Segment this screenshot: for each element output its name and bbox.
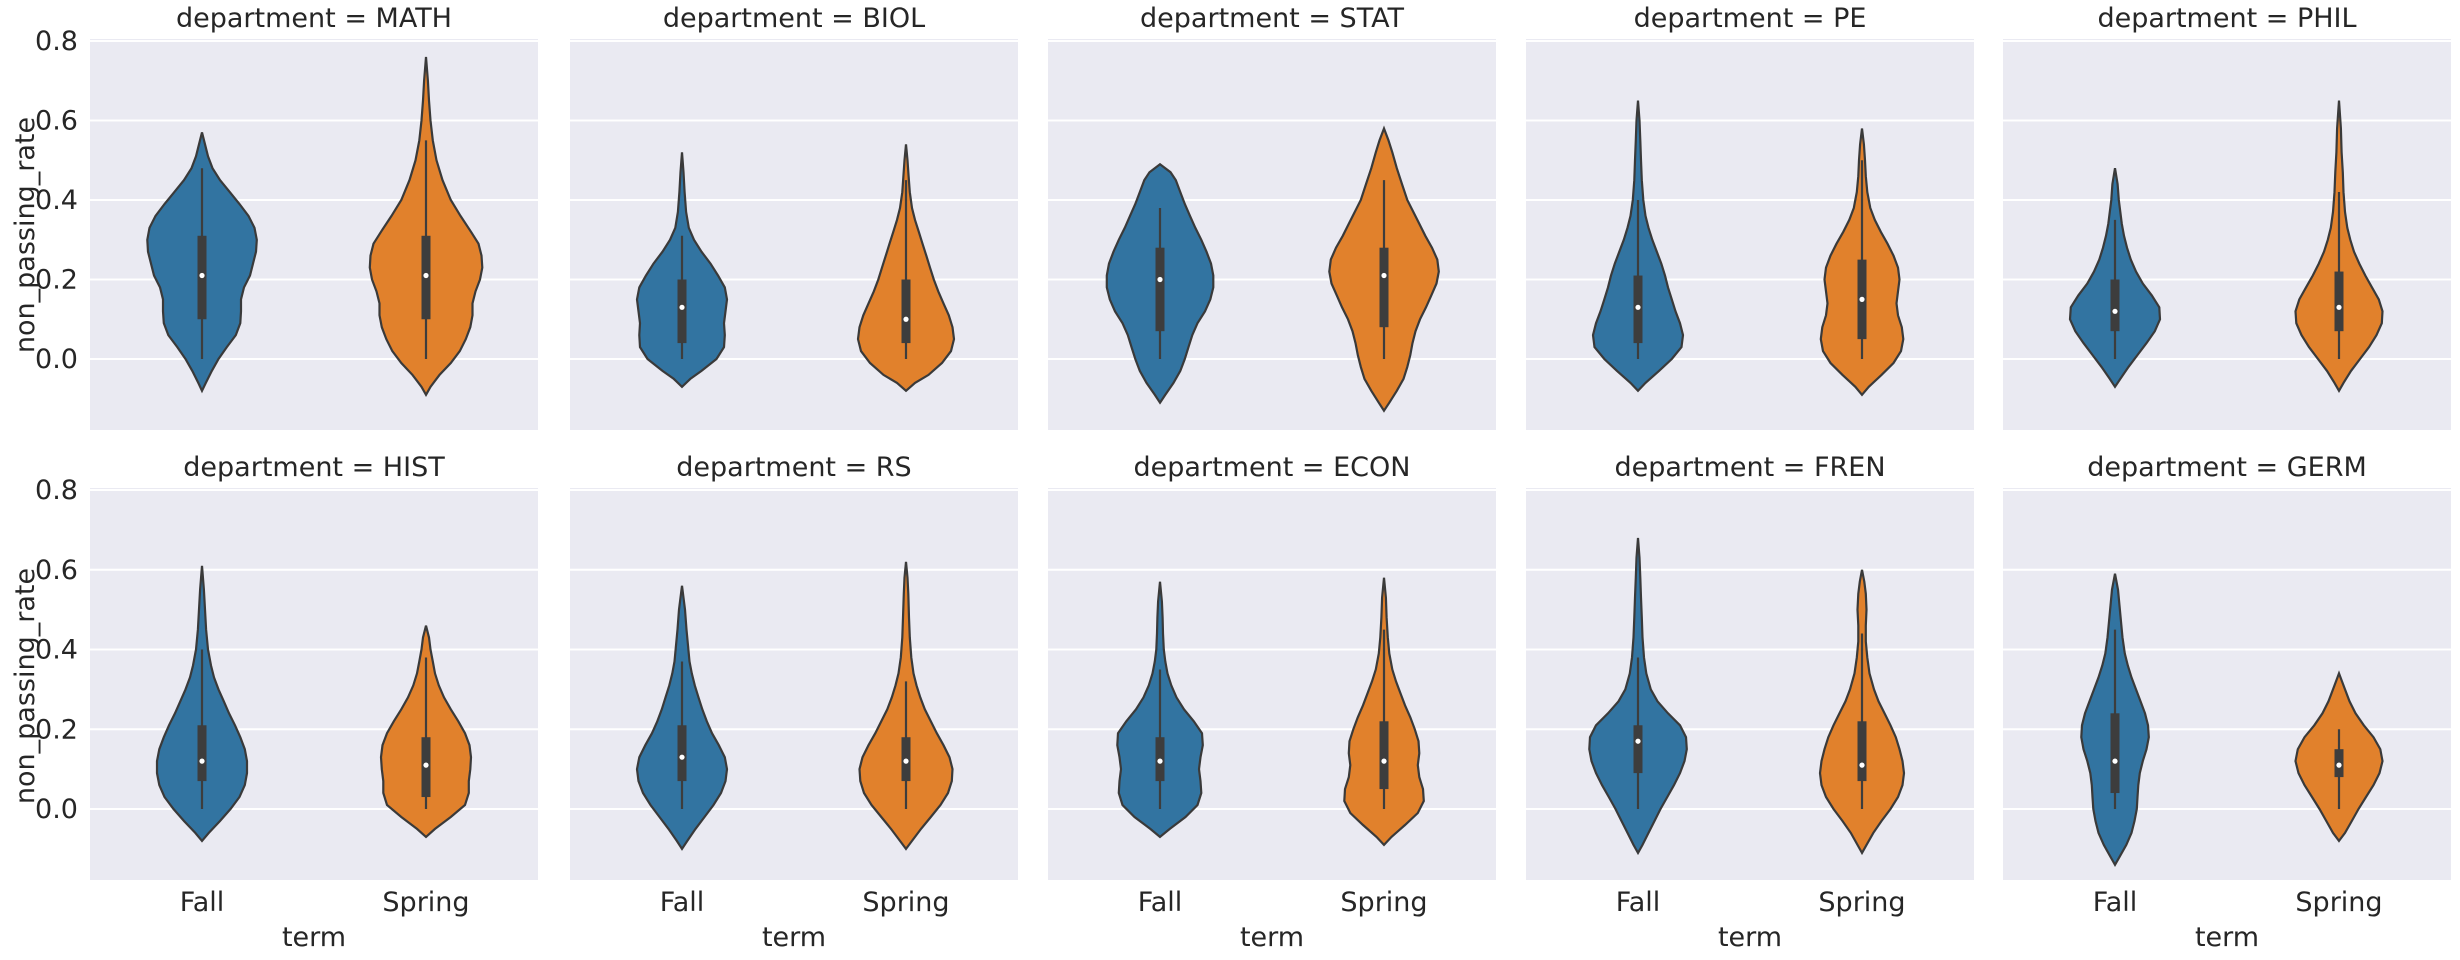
y-tick-label: 0.2	[35, 265, 78, 296]
iqr-box	[901, 279, 911, 344]
facet-title: department = FREN	[1614, 452, 1885, 483]
y-tick-label: 0.0	[35, 794, 78, 825]
facet-title: department = MATH	[176, 3, 452, 34]
facet-panel-econ: department = ECON Fall Spring term	[1048, 452, 1496, 953]
median-dot	[1381, 272, 1387, 279]
x-tick-label: Spring	[862, 887, 949, 918]
median-dot	[1859, 762, 1865, 768]
iqr-box	[1379, 247, 1389, 328]
y-tick-label: 0.4	[35, 635, 78, 666]
x-tick-label: Fall	[2093, 887, 2138, 918]
facet-title: department = HIST	[183, 452, 445, 483]
median-dot	[903, 316, 909, 322]
facet-panel-phil: department = PHIL	[2003, 3, 2451, 430]
x-tick-label: Fall	[660, 887, 705, 918]
iqr-box	[1857, 721, 1867, 782]
y-tick-label: 0.6	[35, 106, 78, 137]
x-tick-label: Fall	[1616, 887, 1661, 918]
median-dot	[2112, 758, 2118, 764]
iqr-box	[2110, 713, 2120, 794]
median-dot	[679, 304, 685, 310]
median-dot	[1381, 758, 1387, 764]
x-tick-label: Fall	[1138, 887, 1183, 918]
facet-title: department = PE	[1634, 3, 1867, 34]
panel-background	[1048, 39, 1496, 430]
panel-background	[570, 488, 1018, 880]
median-dot	[1157, 276, 1163, 283]
facet-panels: 0.0 0.2 0.4 0.6 0.8 department = MATH departme…	[35, 3, 2451, 953]
panel-background	[1048, 488, 1496, 880]
median-dot	[423, 272, 429, 279]
iqr-box	[1379, 721, 1389, 790]
iqr-box	[677, 279, 687, 344]
y-axis-label-row-1: non_passing_rate	[10, 117, 41, 353]
facet-title: department = BIOL	[663, 3, 925, 34]
y-tick-label: 0.2	[35, 714, 78, 745]
panel-background	[2003, 488, 2451, 880]
median-dot	[903, 758, 909, 764]
x-axis-label: term	[762, 922, 826, 953]
iqr-box	[1155, 247, 1165, 332]
iqr-box	[2334, 271, 2344, 332]
facet-panel-math: 0.0 0.2 0.4 0.6 0.8 department = MATH	[35, 3, 538, 430]
x-axis-label: term	[2195, 922, 2259, 953]
facet-panel-hist: 0.0 0.2 0.4 0.6 0.8 department = HIST Fall Spri…	[35, 452, 538, 953]
facet-panel-biol: department = BIOL	[570, 3, 1018, 430]
facet-title: department = ECON	[1134, 452, 1411, 483]
facet-title: department = RS	[676, 452, 911, 483]
x-axis-label: term	[1240, 922, 1304, 953]
median-dot	[2336, 762, 2342, 768]
median-dot	[1635, 738, 1641, 744]
median-dot	[199, 272, 205, 279]
median-dot	[199, 758, 205, 764]
panel-background	[570, 39, 1018, 430]
x-tick-label: Spring	[1340, 887, 1427, 918]
facet-panel-pe: department = PE	[1526, 3, 1974, 430]
iqr-box	[2110, 279, 2120, 332]
y-tick-label: 0.0	[35, 344, 78, 375]
x-axis-label: term	[1718, 922, 1782, 953]
iqr-box	[1633, 725, 1643, 774]
facet-panel-stat: department = STAT	[1048, 3, 1496, 430]
x-tick-label: Spring	[382, 887, 469, 918]
panel-background	[1526, 488, 1974, 880]
x-tick-label: Fall	[180, 887, 225, 918]
median-dot	[1157, 758, 1163, 764]
median-dot	[1859, 296, 1865, 302]
median-dot	[2112, 308, 2118, 314]
facet-panel-fren: department = FREN Fall Spring term	[1526, 452, 1974, 953]
y-tick-label: 0.4	[35, 185, 78, 216]
x-axis-label: term	[282, 922, 346, 953]
facet-title: department = STAT	[1140, 3, 1404, 34]
facet-panel-rs: department = RS Fall Spring term	[570, 452, 1018, 953]
y-tick-label: 0.8	[35, 26, 78, 57]
facet-title: department = PHIL	[2097, 3, 2356, 34]
facet-panel-germ: department = GERM Fall Spring term	[2003, 452, 2451, 953]
panel-background	[1526, 39, 1974, 430]
median-dot	[423, 762, 429, 768]
y-tick-label: 0.6	[35, 555, 78, 586]
y-tick-label: 0.8	[35, 475, 78, 506]
iqr-box	[677, 725, 687, 782]
x-tick-label: Spring	[1818, 887, 1905, 918]
facet-title: department = GERM	[2087, 452, 2367, 483]
iqr-box	[197, 725, 207, 782]
median-dot	[679, 754, 685, 760]
median-dot	[1635, 304, 1641, 310]
panel-background	[2003, 39, 2451, 430]
panel-background	[90, 488, 538, 880]
y-axis-label-row-2: non_passing_rate	[10, 568, 41, 804]
x-tick-label: Spring	[2295, 887, 2382, 918]
median-dot	[2336, 304, 2342, 310]
